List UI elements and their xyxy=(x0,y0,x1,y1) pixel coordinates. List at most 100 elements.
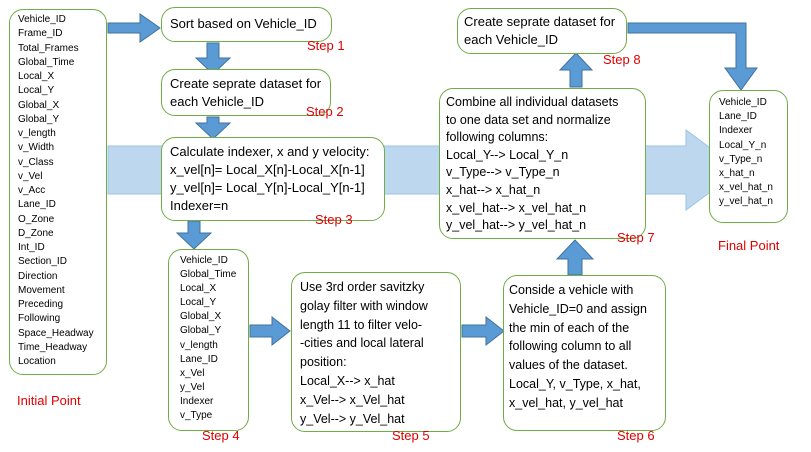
text-line: Local_X xyxy=(18,71,55,82)
text-line: x_hat--> x_hat_n xyxy=(446,182,541,197)
text-line: Local_Y--> Local_Y_n xyxy=(446,147,569,162)
step5-label: Step 5 xyxy=(392,428,430,443)
text-line: x_vel_hat--> x_vel_hat_n xyxy=(446,200,587,215)
arrow-step6-to-step7 xyxy=(555,239,595,276)
text-line: position: xyxy=(300,355,347,370)
arrow-step2-to-step3 xyxy=(194,116,232,140)
text-line: x_hat_n xyxy=(719,168,755,180)
step3-label: Step 3 xyxy=(315,212,353,227)
text-line: Local_Y xyxy=(180,297,217,309)
step1-label: Step 1 xyxy=(307,38,345,53)
initial-columns-box: Vehicle_ID Frame_ID Total_Frames Global_Tim… xyxy=(9,9,107,375)
text-line: -cities and local lateral xyxy=(300,336,424,351)
step7-text: Combine all individual datasets to one da… xyxy=(446,94,645,235)
text-line: Vehicle_ID xyxy=(719,97,767,108)
step8-box: Create seprate dataset for each Vehicle_I… xyxy=(457,8,627,54)
text-line: O_Zone xyxy=(18,213,55,225)
step6-box: Conside a vehicle with Vehicle_ID=0 and a… xyxy=(503,275,666,431)
step5-text: Use 3rd order savitzky golay filter with … xyxy=(300,278,460,428)
text-line: golay filter with window xyxy=(300,298,428,313)
text-line: Global_X xyxy=(180,311,222,323)
step5-box: Use 3rd order savitzky golay filter with … xyxy=(291,272,461,432)
text-line: v_Type_n xyxy=(719,153,763,165)
text-line: x_Vel xyxy=(180,367,205,379)
step8-label: Step 8 xyxy=(603,52,641,67)
step7-label: Step 7 xyxy=(617,230,655,245)
arrow-initial-to-step1 xyxy=(107,13,161,43)
arrow-step4-to-step5 xyxy=(249,315,291,347)
text-line: Lane_ID xyxy=(180,353,218,365)
text-line: Following xyxy=(18,313,61,325)
text-line: Direction xyxy=(18,270,58,282)
step4-label: Step 4 xyxy=(202,428,240,443)
text-line: Section_ID xyxy=(18,256,67,268)
text-line: Local_Y, v_Type, x_hat, xyxy=(509,376,641,391)
text-line: Sort based on Vehicle_ID xyxy=(170,16,317,31)
step6-text: Conside a vehicle with Vehicle_ID=0 and a… xyxy=(509,281,665,413)
text-line: Global_Y xyxy=(18,113,60,125)
text-line: Indexer xyxy=(180,395,214,407)
step2-text: Create seprate dataset for each Vehicle_I… xyxy=(170,75,330,111)
step1-box: Sort based on Vehicle_ID xyxy=(161,7,332,42)
text-line: y_vel_hat--> y_vel_hat_n xyxy=(446,218,587,233)
text-line: v_Type--> v_Type_n xyxy=(446,165,560,180)
text-line: Combine all individual datasets xyxy=(446,95,619,109)
text-line: y_vel_hat_n xyxy=(719,196,773,208)
text-line: Movement xyxy=(18,284,65,296)
text-line: Frame_ID xyxy=(18,28,63,40)
step6-label: Step 6 xyxy=(617,428,655,443)
text-line: v_Vel xyxy=(18,170,43,182)
text-line: Space_Headway xyxy=(18,327,94,339)
text-line: Preceding xyxy=(18,299,64,310)
step3-text: Calculate indexer, x and y velocity: x_ve… xyxy=(170,143,384,215)
text-line: to one data set and normalize xyxy=(446,112,611,127)
text-line: v_Class xyxy=(18,156,54,168)
final-columns-list: Vehicle_ID Lane_ID Indexer Local_Y_n v_Type_… xyxy=(719,96,787,210)
text-line: D_Zone xyxy=(18,227,54,239)
text-line: y_Vel--> y_Vel_hat xyxy=(300,411,405,426)
text-line: v_length xyxy=(180,339,218,351)
text-line: Lane_ID xyxy=(719,111,757,123)
text-line: Lane_ID xyxy=(18,199,56,211)
text-line: Total_Frames xyxy=(18,42,79,54)
text-line: the min of each of the xyxy=(509,320,630,335)
step2-label: Step 2 xyxy=(306,104,344,119)
text-line: values of the dataset. xyxy=(509,358,628,373)
text-line: y_Vel xyxy=(180,381,205,393)
text-line: Create seprate dataset for xyxy=(464,14,616,29)
step3-box: Calculate indexer, x and y velocity: x_ve… xyxy=(161,137,385,221)
text-line: Local_Y xyxy=(18,85,55,97)
text-line: each Vehicle_ID xyxy=(464,32,558,47)
arrow-step1-to-step2 xyxy=(194,42,232,75)
text-line: x_vel_hat, y_vel_hat xyxy=(509,395,623,410)
initial-columns-list: Vehicle_ID Frame_ID Total_Frames Global_Tim… xyxy=(18,13,106,369)
final-point-label: Final Point xyxy=(718,238,780,253)
text-line: Conside a vehicle with xyxy=(509,283,634,297)
text-line: Global_Time xyxy=(180,269,237,281)
text-line: Global_X xyxy=(18,99,60,111)
text-line: v_length xyxy=(18,128,56,139)
text-line: Vehicle_ID=0 and assign xyxy=(509,301,647,316)
text-line: x_vel[n]= Local_X[n]-Local_X[n-1] xyxy=(170,162,365,177)
text-line: y_vel[n]= Local_Y[n]-Local_Y[n-1] xyxy=(170,180,365,195)
text-line: Use 3rd order savitzky xyxy=(300,280,425,294)
text-line: following column to all xyxy=(509,339,632,354)
initial-point-label: Initial Point xyxy=(17,393,81,408)
text-line: length 11 to filter velo- xyxy=(300,317,423,332)
text-line: Local_X--> x_hat xyxy=(300,373,395,388)
text-line: v_Type xyxy=(180,410,213,422)
text-line: Indexer xyxy=(719,125,753,137)
step8-text: Create seprate dataset for each Vehicle_I… xyxy=(464,13,626,49)
text-line: v_Acc xyxy=(18,185,46,196)
arrow-step8-to-final xyxy=(627,22,758,91)
arrow-step3-to-step4 xyxy=(175,220,213,250)
text-line: Indexer=n xyxy=(170,198,229,213)
text-line: Calculate indexer, x and y velocity: xyxy=(170,144,370,159)
step4-columns: Vehicle_ID Global_Time Local_X Local_Y Globa… xyxy=(180,254,248,423)
text-line: Create seprate dataset for xyxy=(170,76,322,91)
text-line: Global_Y xyxy=(180,325,222,337)
arrow-step5-to-step6 xyxy=(461,315,505,347)
final-columns-box: Vehicle_ID Lane_ID Indexer Local_Y_n v_Type_… xyxy=(709,90,788,223)
text-line: following columns: xyxy=(446,130,549,145)
text-line: x_Vel--> x_Vel_hat xyxy=(300,392,405,407)
